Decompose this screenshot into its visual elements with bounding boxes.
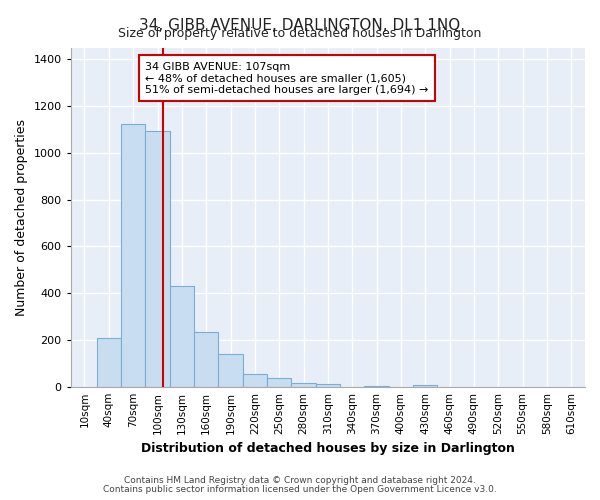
Bar: [242, 374, 267, 387]
Bar: [170, 286, 194, 387]
Bar: [194, 332, 218, 387]
Text: Size of property relative to detached houses in Darlington: Size of property relative to detached ho…: [118, 28, 482, 40]
Bar: [145, 130, 170, 387]
Y-axis label: Number of detached properties: Number of detached properties: [15, 118, 28, 316]
Bar: [316, 384, 340, 387]
Bar: [218, 354, 242, 387]
Bar: [364, 386, 389, 387]
X-axis label: Distribution of detached houses by size in Darlington: Distribution of detached houses by size …: [141, 442, 515, 455]
Bar: [267, 378, 292, 387]
Bar: [292, 384, 316, 387]
Text: Contains HM Land Registry data © Crown copyright and database right 2024.: Contains HM Land Registry data © Crown c…: [124, 476, 476, 485]
Bar: [121, 124, 145, 387]
Bar: [97, 338, 121, 387]
Text: 34, GIBB AVENUE, DARLINGTON, DL1 1NQ: 34, GIBB AVENUE, DARLINGTON, DL1 1NQ: [139, 18, 461, 32]
Text: Contains public sector information licensed under the Open Government Licence v3: Contains public sector information licen…: [103, 485, 497, 494]
Bar: [413, 385, 437, 387]
Text: 34 GIBB AVENUE: 107sqm
← 48% of detached houses are smaller (1,605)
51% of semi-: 34 GIBB AVENUE: 107sqm ← 48% of detached…: [145, 62, 429, 94]
